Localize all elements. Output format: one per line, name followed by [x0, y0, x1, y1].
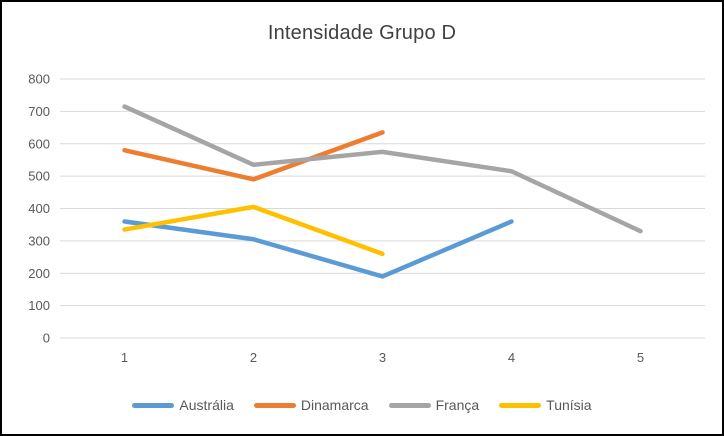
series-line-australia: [122, 219, 514, 279]
legend-item-australia: Austrália: [132, 397, 234, 413]
x-tick-label-5: 5: [637, 350, 644, 365]
y-tick-label-700: 700: [28, 104, 50, 119]
legend-item-franca: França: [388, 397, 480, 413]
x-tick-label-4: 4: [508, 350, 515, 365]
legend-line-swatch-tunisia: [499, 402, 542, 408]
plot-area: 0 100 200 300 400 500 600 700 800 1 2 3 4 5: [28, 72, 705, 365]
series-line-dinamarca: [122, 130, 385, 182]
legend-item-dinamarca: Dinamarca: [253, 397, 369, 413]
legend-label-tunisia: Tunísia: [546, 397, 592, 413]
x-tick-label-2: 2: [250, 350, 257, 365]
y-tick-label-400: 400: [28, 201, 50, 216]
legend-label-australia: Austrália: [179, 397, 234, 413]
y-tick-label-500: 500: [28, 169, 50, 184]
series-line-franca: [122, 104, 643, 234]
chart-title: Intensidade Grupo D: [267, 22, 457, 44]
legend-line-swatch-dinamarca: [253, 402, 296, 408]
y-tick-label-300: 300: [28, 233, 50, 248]
y-tick-label-0: 0: [43, 331, 50, 346]
legend-label-dinamarca: Dinamarca: [300, 397, 369, 413]
chart-legend: Austrália Dinamarca França Tunísia: [2, 397, 722, 413]
series-line-tunisia: [122, 204, 385, 257]
y-tick-label-600: 600: [28, 136, 50, 151]
legend-item-tunisia: Tunísia: [499, 397, 592, 413]
x-tick-label-3: 3: [379, 350, 386, 365]
y-tick-label-800: 800: [28, 72, 50, 87]
legend-label-franca: França: [435, 397, 480, 413]
x-tick-label-1: 1: [121, 350, 128, 365]
legend-line-swatch-franca: [388, 402, 431, 408]
y-tick-label-100: 100: [28, 298, 50, 313]
legend-line-swatch-australia: [132, 402, 175, 408]
y-tick-label-200: 200: [28, 266, 50, 281]
